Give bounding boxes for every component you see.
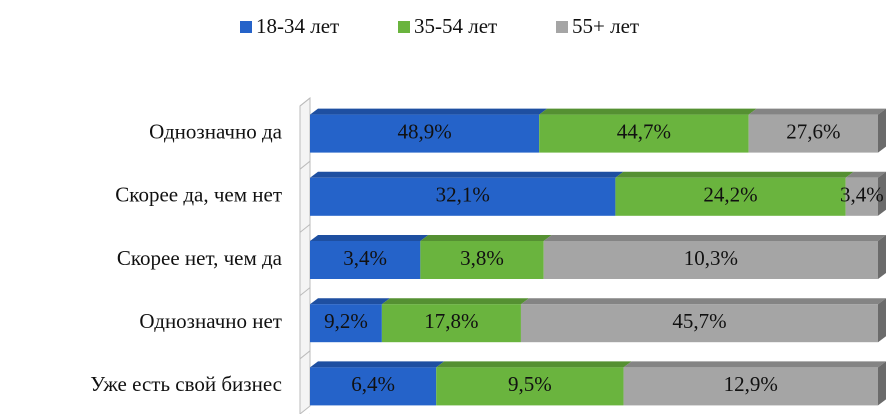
- category-label: Однозначно нет: [139, 309, 282, 333]
- bar: [615, 177, 846, 216]
- bar: [310, 367, 437, 406]
- value-label: 45,7%: [672, 309, 726, 333]
- bar-top: [615, 171, 854, 178]
- bar-side: [878, 108, 886, 153]
- bar: [539, 114, 749, 153]
- bar: [381, 304, 521, 343]
- bar: [748, 114, 878, 153]
- bar-top: [310, 361, 445, 368]
- legend-swatch: [398, 21, 410, 33]
- bar: [310, 241, 421, 279]
- legend-label: 18-34 лет: [256, 14, 339, 38]
- value-label: 44,7%: [617, 119, 671, 143]
- bar-side: [878, 235, 886, 279]
- bar-top: [310, 108, 548, 115]
- axis-divider: [299, 224, 311, 233]
- bar: [543, 241, 878, 279]
- bar-side: [878, 298, 886, 343]
- legend-label: 55+ лет: [572, 14, 639, 38]
- value-label: 6,4%: [351, 372, 395, 396]
- value-label: 9,2%: [324, 309, 368, 333]
- legend-label: 35-54 лет: [414, 14, 497, 38]
- value-label: 12,9%: [724, 372, 778, 396]
- category-label: Однозначно да: [149, 119, 283, 143]
- bar-top: [310, 298, 390, 305]
- axis-divider: [299, 287, 311, 296]
- bar: [310, 177, 616, 216]
- bar: [310, 304, 382, 343]
- value-label: 48,9%: [397, 119, 451, 143]
- category-label: Скорее да, чем нет: [115, 183, 282, 207]
- bar-top: [543, 235, 886, 241]
- bar: [310, 114, 540, 153]
- category-label: Скорее нет, чем да: [117, 246, 283, 270]
- bar-top: [623, 361, 886, 368]
- bar: [420, 241, 544, 279]
- value-label: 17,8%: [424, 309, 478, 333]
- bar-top: [310, 235, 429, 241]
- bar-top: [520, 298, 886, 305]
- value-label: 32,1%: [436, 183, 490, 207]
- bar-top: [436, 361, 632, 368]
- legend-swatch: [556, 21, 568, 33]
- value-label: 10,3%: [684, 246, 738, 270]
- bar-top: [310, 171, 624, 178]
- bar-top: [748, 108, 886, 115]
- value-label: 9,5%: [508, 372, 552, 396]
- bar-side: [878, 171, 886, 216]
- axis-divider: [299, 350, 311, 360]
- bar: [845, 177, 878, 216]
- bar-top: [539, 108, 757, 115]
- value-label: 3,8%: [460, 246, 504, 270]
- axis-wall: [299, 96, 311, 414]
- value-label: 3,4%: [343, 246, 387, 270]
- value-label: 27,6%: [786, 119, 840, 143]
- axis-divider: [299, 97, 311, 107]
- bar-top: [381, 298, 529, 305]
- bar-side: [878, 361, 886, 406]
- value-label: 24,2%: [703, 183, 757, 207]
- bar: [436, 367, 624, 406]
- legend-swatch: [240, 21, 252, 33]
- category-label: Уже есть свой бизнес: [90, 372, 282, 396]
- value-label: 3,4%: [840, 183, 884, 207]
- bar: [623, 367, 878, 406]
- axis-divider: [299, 160, 311, 170]
- bar: [520, 304, 878, 343]
- bar-top: [845, 171, 886, 178]
- bar-top: [420, 235, 552, 241]
